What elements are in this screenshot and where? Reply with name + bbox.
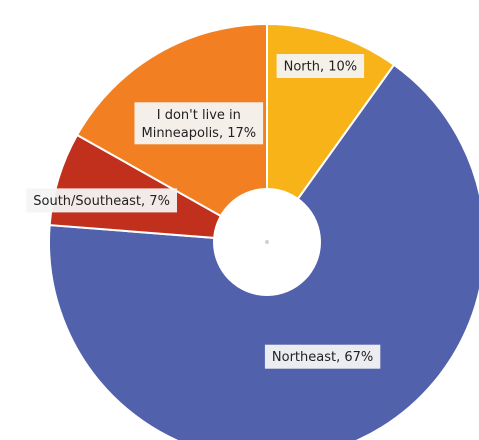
label-text: I don't live in: [157, 108, 241, 123]
label-north: North, 10%: [276, 54, 365, 78]
label-south-southeast: South/Southeast, 7%: [26, 188, 177, 213]
label-text: Minneapolis, 17%: [141, 126, 256, 141]
label-bg: [264, 344, 381, 369]
label-text: South/Southeast, 7%: [33, 194, 170, 209]
label-text: North, 10%: [284, 59, 358, 74]
label-bg: [134, 102, 264, 145]
label-bg: [26, 188, 177, 213]
center-dot: [265, 240, 269, 244]
label-northeast: Northeast, 67%: [264, 344, 381, 369]
label-text: Northeast, 67%: [272, 350, 373, 365]
slice-north: [266, 22, 396, 246]
label-i-don-t-live-in-minneapolis: I don't live in Minneapolis, 17%: [134, 102, 264, 145]
label-bg: [276, 54, 365, 78]
labels-group: North, 10% Northeast, 67% South/Southeast,…: [26, 54, 381, 369]
